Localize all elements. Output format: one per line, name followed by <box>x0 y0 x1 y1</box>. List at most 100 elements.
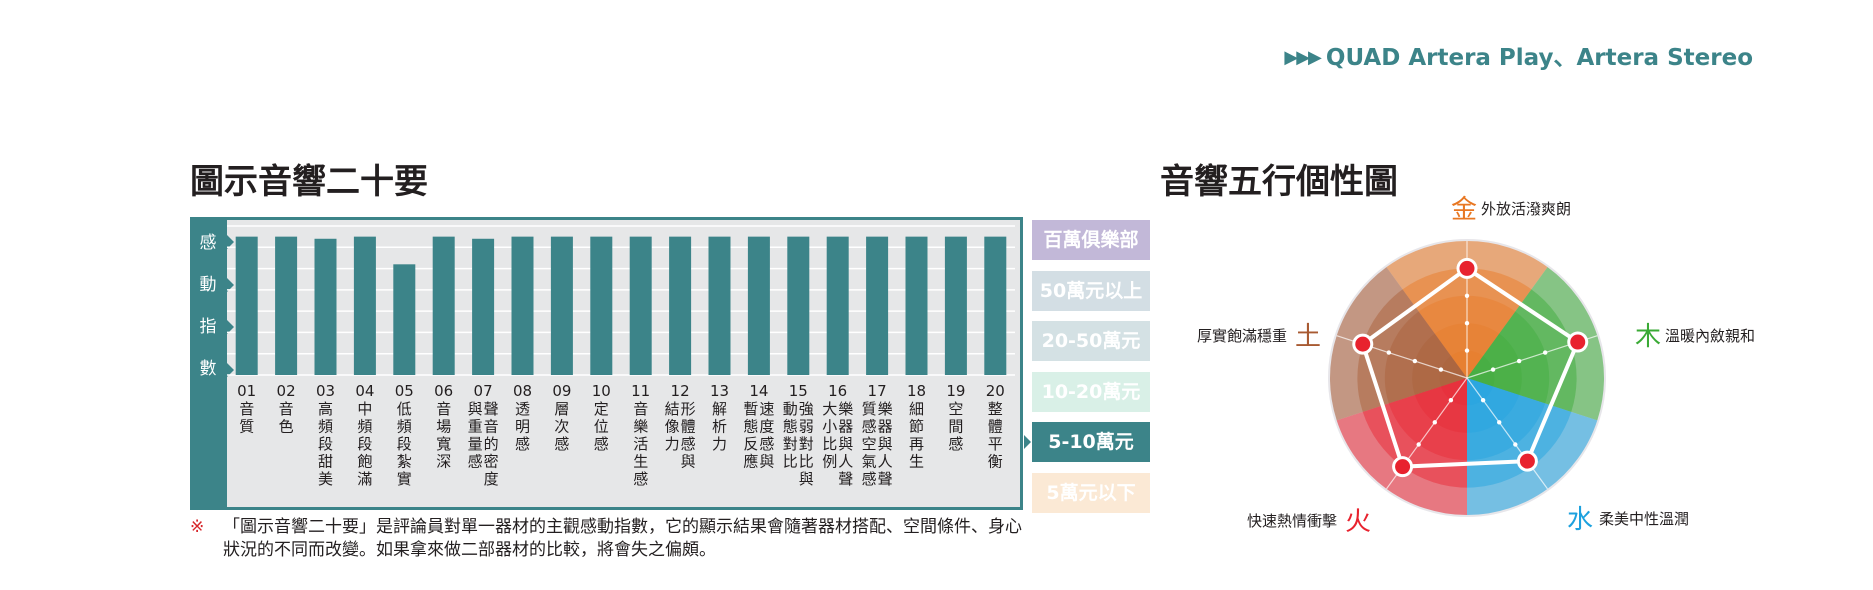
radar-sector <box>1388 378 1467 461</box>
radar-tick-dot <box>1464 293 1470 298</box>
x-tick-label: 低頻段紮實 <box>397 400 412 488</box>
x-tick-label: 中頻段飽滿 <box>357 400 372 488</box>
x-tick-number: 08 <box>513 382 532 400</box>
x-tick-number: 15 <box>789 382 808 400</box>
radar-axis-desc: 溫暖內斂親和 <box>1665 327 1755 345</box>
radar-sector <box>1357 289 1467 412</box>
x-tick-number: 09 <box>552 382 571 400</box>
radar-axis-desc: 柔美中性溫潤 <box>1599 510 1689 528</box>
radar-axis-element: 土 <box>1295 322 1321 352</box>
radar-tick-dot <box>1480 397 1486 403</box>
bar <box>550 236 573 375</box>
grid-notch-icon <box>227 278 234 292</box>
radar-tick-dot <box>1497 420 1502 425</box>
x-tick-label: 整體平衡 <box>988 400 1003 471</box>
grid-notch-icon <box>227 320 234 334</box>
radar-sector <box>1467 289 1577 412</box>
y-axis-label-char: 數 <box>200 359 217 379</box>
radar-tick-dot <box>1464 321 1470 326</box>
bar <box>708 236 731 375</box>
x-tick-label: 聲音的密度與重量感 <box>468 400 499 488</box>
radar-tick-dot <box>1448 397 1454 403</box>
bar <box>747 236 770 375</box>
bar <box>235 236 258 375</box>
bar <box>275 236 298 375</box>
x-tick-label: 樂器與人聲大小比例 <box>822 400 853 488</box>
radar-spoke <box>1466 377 1549 490</box>
note-mark: ※ <box>190 517 205 537</box>
radar-tick-dot <box>1464 348 1470 353</box>
product-name: QUAD Artera Play、Artera Stereo <box>1325 45 1753 71</box>
x-tick-number: 18 <box>907 382 926 400</box>
bar <box>866 236 889 375</box>
radar-sector <box>1467 378 1572 488</box>
x-tick-number: 17 <box>868 382 887 400</box>
radar-section-title: 音響五行個性圖 <box>1160 162 1398 202</box>
x-tick-number: 05 <box>395 382 414 400</box>
radar-sector <box>1330 267 1467 421</box>
x-tick-number: 16 <box>828 382 847 400</box>
x-tick-number: 14 <box>749 382 768 400</box>
price-tier: 5萬元以下 <box>1032 472 1150 513</box>
radar-tick-dot <box>1490 367 1496 372</box>
radar-sector <box>1384 311 1467 404</box>
radar-sector <box>1467 311 1550 404</box>
radar-tick-dot <box>1542 350 1548 355</box>
radar-tick-dot <box>1516 358 1522 364</box>
radar-sector <box>1467 333 1522 395</box>
radar-point <box>1355 336 1371 352</box>
radar-sector <box>1467 267 1604 421</box>
x-tick-label: 速度感與暫態反應 <box>743 400 774 471</box>
radar-axis-element: 木 <box>1635 322 1661 352</box>
x-tick-number: 10 <box>592 382 611 400</box>
x-tick-label: 空間感 <box>948 400 963 453</box>
bar <box>826 236 849 375</box>
radar-polygon <box>1360 265 1581 469</box>
radar-sector <box>1467 378 1494 406</box>
x-tick-label: 音場寬深 <box>436 400 451 471</box>
radar-tick-dot <box>1386 350 1392 355</box>
price-tier-active: 5-10萬元 <box>1032 422 1150 462</box>
radar-tick-dot <box>1416 442 1421 447</box>
x-tick-label: 層次感 <box>554 400 569 453</box>
x-tick-number: 03 <box>316 382 335 400</box>
x-tick-label: 音樂活生感 <box>633 400 648 488</box>
bar <box>944 236 967 375</box>
price-tier: 10-20萬元 <box>1032 371 1150 412</box>
grid-notch-icon <box>227 363 234 377</box>
radar-sector <box>1362 378 1467 488</box>
radar-sector <box>1414 378 1467 433</box>
x-tick-number: 19 <box>946 382 965 400</box>
x-tick-number: 20 <box>986 382 1005 400</box>
radar-tick-dot <box>1513 442 1518 447</box>
bar <box>787 236 810 375</box>
triple-arrow-icon: ▶▶▶ <box>1284 47 1322 68</box>
radar-sector <box>1412 333 1467 395</box>
x-tick-number: 13 <box>710 382 729 400</box>
radar-sector <box>1467 355 1495 387</box>
x-tick-label: 細節再生 <box>909 400 924 471</box>
bar <box>590 236 613 375</box>
radar-point <box>1459 260 1475 276</box>
active-tier-pointer-icon <box>1024 435 1031 449</box>
radar-axis-desc: 快速熱情衝擊 <box>1247 512 1337 530</box>
radar-axis-element: 水 <box>1567 505 1593 535</box>
price-tier: 50萬元以上 <box>1032 270 1150 311</box>
header-title: ▶▶▶ QUAD Artera Play、Artera Stereo <box>1284 38 1753 72</box>
x-tick-label: 解析力 <box>712 400 727 453</box>
y-axis-label-char: 感 <box>200 233 217 253</box>
bar <box>511 236 534 375</box>
radar-tick-dot <box>1438 367 1444 372</box>
note-text: 「圖示音響二十要」是評論員對單一器材的主觀感動指數，它的顯示結果會隨著器材搭配、… <box>223 517 1022 560</box>
price-tier: 百萬俱樂部 <box>1032 220 1150 260</box>
x-tick-number: 11 <box>631 382 650 400</box>
price-tier: 20-50萬元 <box>1032 321 1150 361</box>
radar-point <box>1519 453 1535 469</box>
x-tick-label: 定位感 <box>594 400 609 453</box>
x-tick-label: 音色 <box>279 400 294 436</box>
x-tick-label: 樂器與人聲質感空氣感 <box>862 400 893 488</box>
radar-tick-dot <box>1432 420 1437 425</box>
radar-sector <box>1439 355 1467 387</box>
bar <box>629 236 652 375</box>
